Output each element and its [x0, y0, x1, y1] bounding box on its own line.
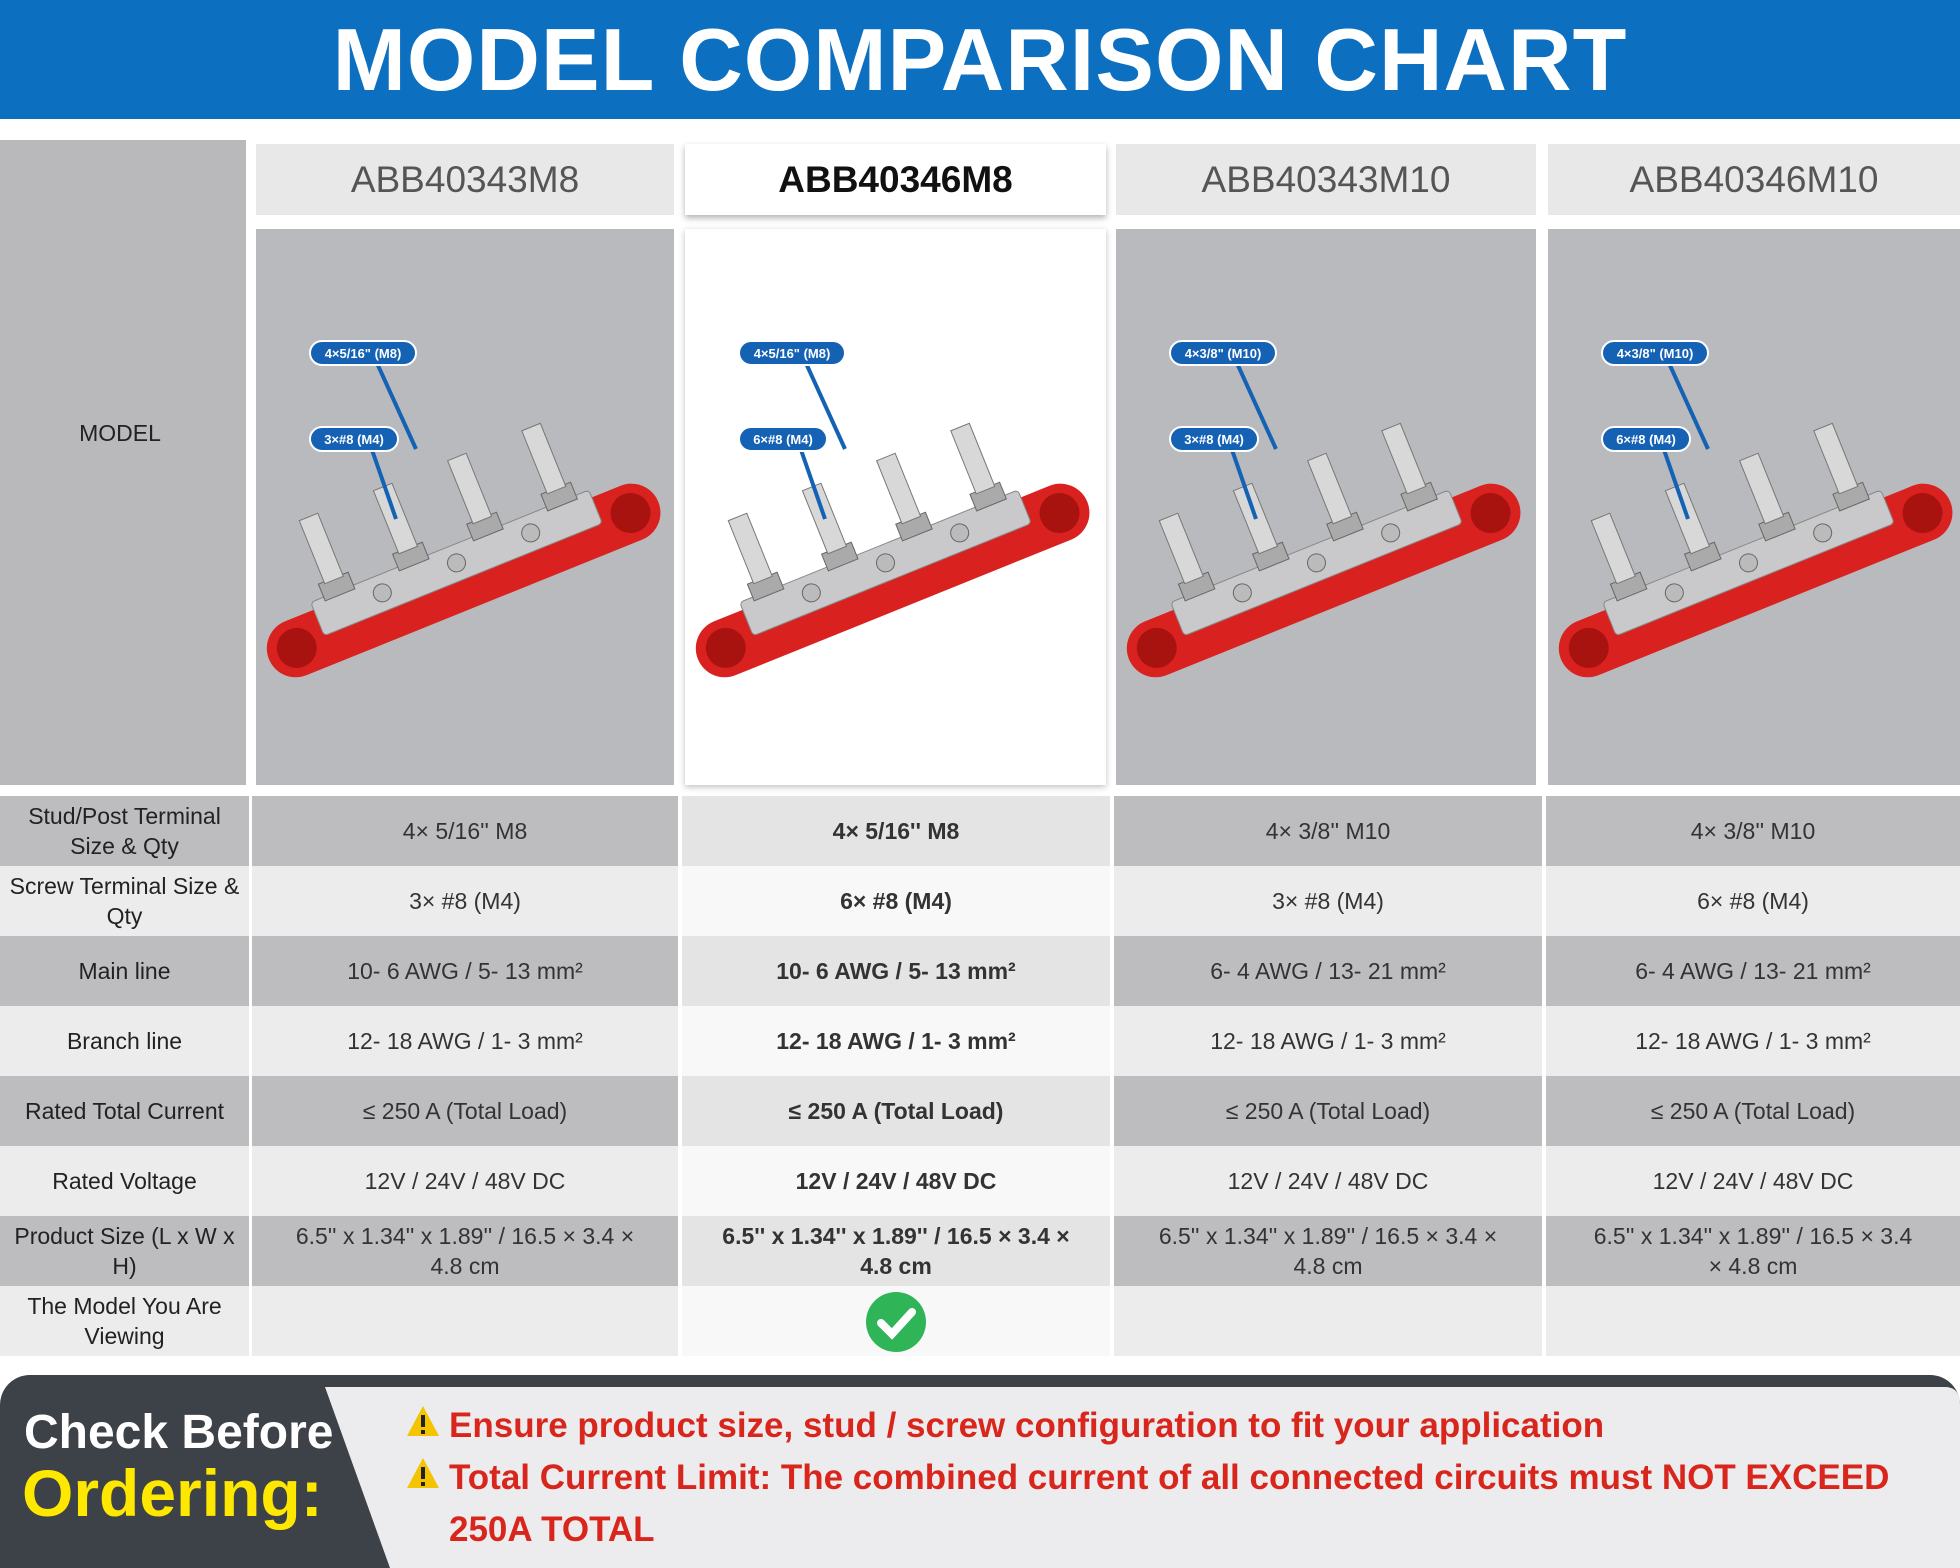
cell: ≤ 250 A (Total Load): [1112, 1076, 1542, 1146]
cell: 6.5'' x 1.34'' x 1.89'' / 16.5 × 3.4 × 4…: [680, 1216, 1110, 1286]
cell: 4× 5/16'' M8: [250, 796, 678, 866]
warning-text: Total Current Limit: The combined curren…: [449, 1458, 1890, 1549]
callout: 4×5/16" (M8): [324, 345, 402, 361]
cell: 6.5'' x 1.34'' x 1.89'' / 16.5 × 3.4 × 4…: [1544, 1216, 1960, 1286]
cell: 4× 3/8'' M10: [1544, 796, 1960, 866]
row-label: Stud/Post Terminal Size & Qty: [0, 796, 249, 866]
product-image: 4×5/16" (M8) 6×#8 (M4): [685, 229, 1106, 785]
footer-heading: Check Before: [24, 1406, 334, 1459]
cell: 12V / 24V / 48V DC: [680, 1146, 1110, 1216]
row-label: Branch line: [0, 1006, 249, 1076]
callout: 6×#8 (M4): [753, 431, 813, 447]
cell: ≤ 250 A (Total Load): [680, 1076, 1110, 1146]
model-header: ABB40343M10: [1116, 144, 1536, 215]
model-header: ABB40343M8: [256, 144, 674, 215]
product-image: 4×5/16" (M8) 3×#8 (M4): [256, 229, 674, 785]
callout: 4×5/16" (M8): [753, 345, 831, 361]
busbar: [695, 340, 1090, 678]
cell: 10- 6 AWG / 5- 13 mm²: [680, 936, 1110, 1006]
warning-icon: [407, 1458, 439, 1488]
callout: 4×3/8" (M10): [1616, 345, 1694, 361]
model-header: ABB40346M8: [685, 144, 1106, 215]
callout: 3×#8 (M4): [1184, 431, 1244, 447]
cell: 6- 4 AWG / 13- 21 mm²: [1112, 936, 1542, 1006]
model-label: MODEL: [79, 419, 161, 446]
cell: 6× #8 (M4): [680, 866, 1110, 936]
cell: 4× 3/8'' M10: [1112, 796, 1542, 866]
cell: 6.5'' x 1.34'' x 1.89'' / 16.5 × 3.4 × 4…: [250, 1216, 678, 1286]
cell: 12V / 24V / 48V DC: [1544, 1146, 1960, 1216]
row-label: Product Size (L x W x H): [0, 1216, 249, 1286]
cell: 4× 5/16'' M8: [680, 796, 1110, 866]
product-image: 4×3/8" (M10) 6×#8 (M4): [1548, 229, 1960, 785]
row-label: Rated Total Current: [0, 1076, 249, 1146]
cell: 10- 6 AWG / 5- 13 mm²: [250, 936, 678, 1006]
row-label: Screw Terminal Size & Qty: [0, 866, 249, 936]
row-label: Main line: [0, 936, 249, 1006]
cell: 3× #8 (M4): [250, 866, 678, 936]
busbar: [266, 340, 661, 678]
product-image: 4×3/8" (M10) 3×#8 (M4): [1116, 229, 1536, 785]
cell: 12V / 24V / 48V DC: [250, 1146, 678, 1216]
row-label: The Model You Are Viewing: [0, 1286, 249, 1356]
check-icon: [866, 1292, 926, 1352]
cell: 6- 4 AWG / 13- 21 mm²: [1544, 936, 1960, 1006]
row-label: Rated Voltage: [0, 1146, 249, 1216]
footer-panel: [325, 1387, 1960, 1568]
warning-icon: [407, 1406, 439, 1436]
cell: 12- 18 AWG / 1- 3 mm²: [1112, 1006, 1542, 1076]
busbar: [1558, 340, 1953, 678]
title: MODEL COMPARISON CHART: [332, 9, 1628, 109]
cell: 12- 18 AWG / 1- 3 mm²: [680, 1006, 1110, 1076]
cell: [1112, 1286, 1542, 1356]
cell: ≤ 250 A (Total Load): [250, 1076, 678, 1146]
cell: 3× #8 (M4): [1112, 866, 1542, 936]
callout: 6×#8 (M4): [1616, 431, 1676, 447]
cell: [250, 1286, 678, 1356]
cell: [1544, 1286, 1960, 1356]
cell: 6× #8 (M4): [1544, 866, 1960, 936]
cell: 12- 18 AWG / 1- 3 mm²: [1544, 1006, 1960, 1076]
callout: 4×3/8" (M10): [1184, 345, 1262, 361]
header-bar: MODEL COMPARISON CHART: [0, 0, 1960, 119]
busbar: [1126, 340, 1521, 678]
cell: 12- 18 AWG / 1- 3 mm²: [250, 1006, 678, 1076]
label-cell: [0, 140, 246, 785]
footer-heading: Ordering:: [22, 1456, 323, 1530]
model-header: ABB40346M10: [1548, 144, 1960, 215]
warning-text: Ensure product size, stud / screw config…: [449, 1406, 1605, 1445]
callout: 3×#8 (M4): [324, 431, 384, 447]
cell: 12V / 24V / 48V DC: [1112, 1146, 1542, 1216]
cell: ≤ 250 A (Total Load): [1544, 1076, 1960, 1146]
cell: 6.5'' x 1.34'' x 1.89'' / 16.5 × 3.4 × 4…: [1112, 1216, 1542, 1286]
